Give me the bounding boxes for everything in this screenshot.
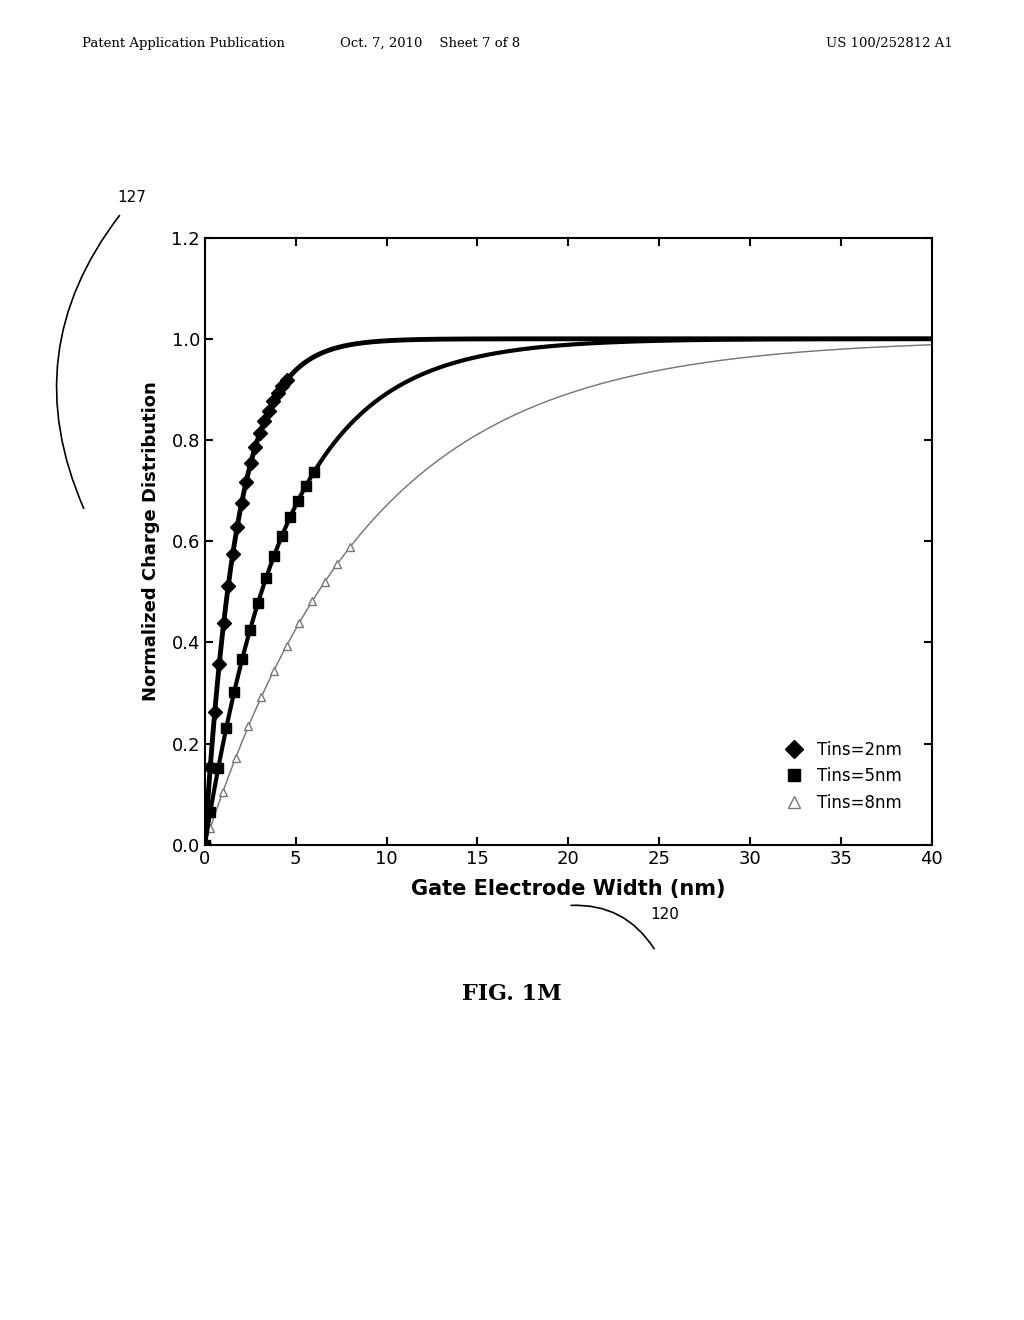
Y-axis label: Normalized Charge Distribution: Normalized Charge Distribution — [142, 381, 160, 701]
Legend: Tins=2nm, Tins=5nm, Tins=8nm: Tins=2nm, Tins=5nm, Tins=8nm — [777, 734, 909, 818]
Text: 127: 127 — [118, 190, 146, 205]
X-axis label: Gate Electrode Width (nm): Gate Electrode Width (nm) — [411, 879, 726, 899]
Text: US 100/252812 A1: US 100/252812 A1 — [825, 37, 952, 50]
Text: Patent Application Publication: Patent Application Publication — [82, 37, 285, 50]
Text: 120: 120 — [650, 907, 679, 921]
Text: Oct. 7, 2010    Sheet 7 of 8: Oct. 7, 2010 Sheet 7 of 8 — [340, 37, 520, 50]
Text: FIG. 1M: FIG. 1M — [462, 983, 562, 1006]
